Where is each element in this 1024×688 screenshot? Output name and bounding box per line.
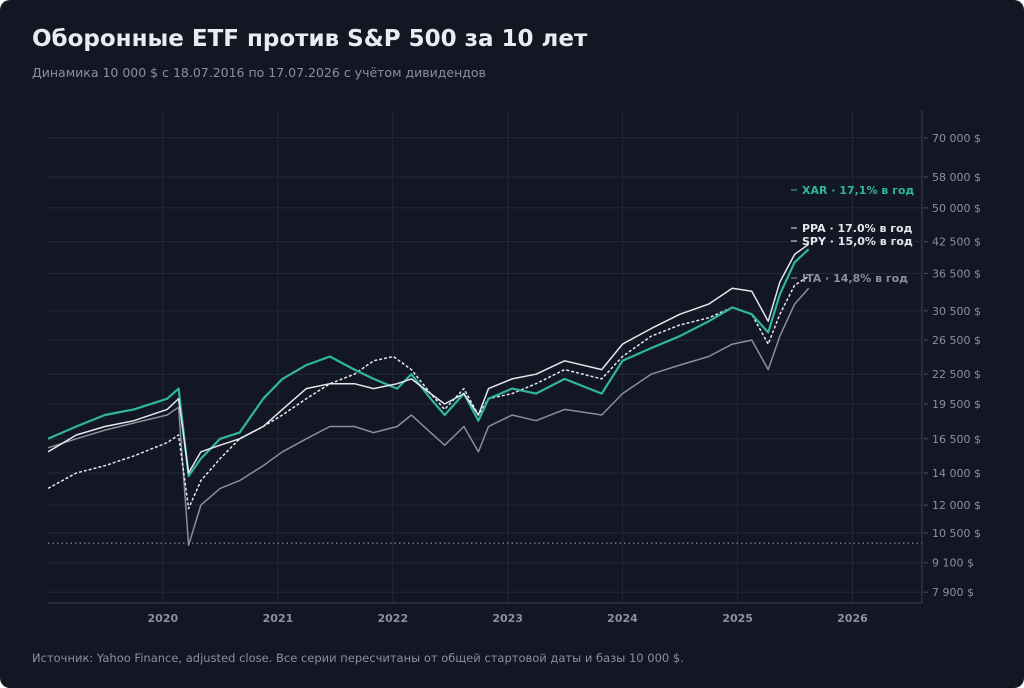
x-tick-label: 2020 [148, 612, 179, 625]
series-end-label-spy: SPY · 15,0% в год [802, 235, 913, 248]
y-tick-label: 30 500 $ [932, 305, 981, 318]
x-tick-label: 2023 [492, 612, 523, 625]
y-tick-label: 14 000 $ [932, 467, 981, 480]
x-tick-label: 2021 [263, 612, 294, 625]
series-line-ita [47, 287, 810, 546]
y-tick-label: 58 000 $ [932, 171, 981, 184]
x-tick-label: 2025 [722, 612, 753, 625]
y-tick-label: 10 500 $ [932, 527, 981, 540]
axis-layer: 7 900 $ 9 100 $ 10 500 $ 12 000 $ 14 000 $ 16… [48, 110, 981, 625]
series-end-label-ita: ITA · 14,8% в год [802, 272, 908, 285]
y-tick-label: 50 000 $ [932, 202, 981, 215]
grid-layer [48, 110, 922, 603]
series-line-ppa [47, 243, 810, 474]
y-tick-label: 16 500 $ [932, 433, 981, 446]
y-tick-label: 22 500 $ [932, 368, 981, 381]
x-tick-label: 2022 [378, 612, 409, 625]
series-layer [47, 243, 810, 546]
y-tick-label: 7 900 $ [932, 586, 974, 599]
y-tick-label: 70 000 $ [932, 132, 981, 145]
y-tick-label: 26 500 $ [932, 334, 981, 347]
x-tick-label: 2026 [837, 612, 868, 625]
x-tick-label: 2024 [607, 612, 638, 625]
chart-title: Оборонные ETF против S&P 500 за 10 лет [32, 26, 588, 52]
y-tick-label: 12 000 $ [932, 499, 981, 512]
series-end-label-xar: XAR · 17,1% в год [802, 184, 914, 197]
series-line-xar [47, 248, 810, 478]
y-tick-label: 42 500 $ [932, 236, 981, 249]
y-tick-label: 19 500 $ [932, 398, 981, 411]
chart-source: Источник: Yahoo Finance, adjusted close.… [32, 651, 684, 665]
series-end-label-ppa: PPA · 17.0% в год [802, 222, 913, 235]
chart-subtitle: Динамика 10 000 $ с 18.07.2016 по 17.07.… [32, 65, 486, 80]
y-tick-label: 36 500 $ [932, 267, 981, 280]
y-tick-label: 9 100 $ [932, 557, 974, 570]
